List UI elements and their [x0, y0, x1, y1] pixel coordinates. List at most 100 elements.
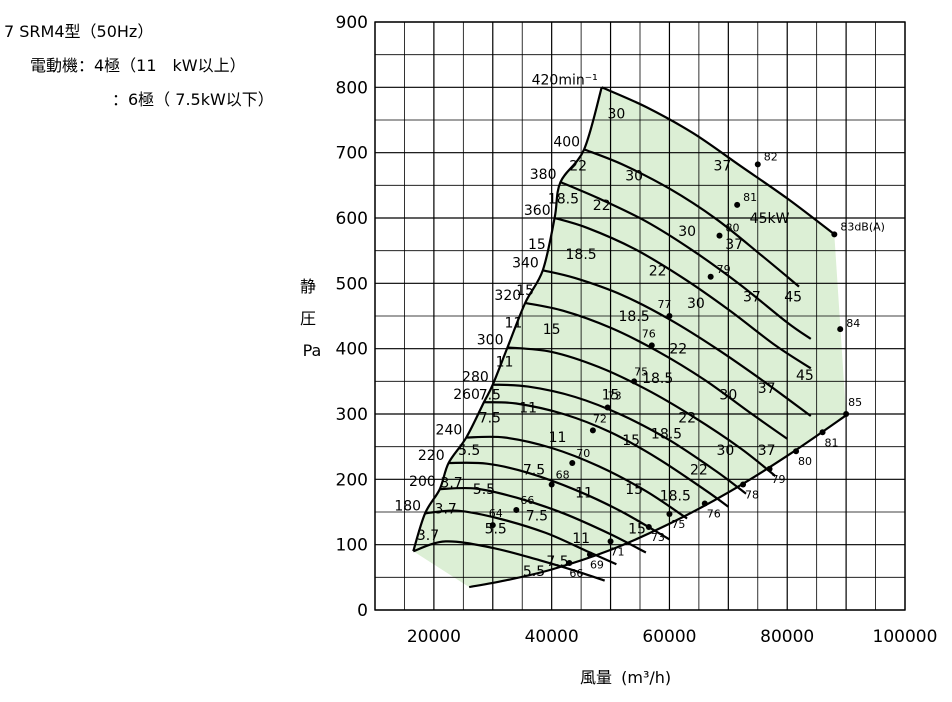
x-tick-label: 40000 [525, 627, 579, 647]
speed-curve-label: 300 [477, 332, 504, 348]
noise-label: 73 [651, 531, 665, 544]
noise-label: 75 [634, 365, 648, 378]
noise-label: 72 [593, 412, 607, 425]
speed-curve-label: 380 [530, 167, 557, 183]
power-label: 30 [608, 106, 626, 122]
noise-label: 64 [489, 507, 503, 520]
power-label: 18.5 [660, 489, 691, 505]
x-tick-label: 80000 [760, 627, 814, 647]
x-axis-label-main: 風量 [580, 668, 613, 687]
noise-point [569, 460, 576, 466]
power-label: 22 [569, 159, 587, 175]
power-label: 18.5 [566, 247, 597, 263]
speed-curve [542, 269, 812, 417]
power-label: 11 [504, 316, 522, 332]
power-label: 45kW [750, 211, 790, 227]
power-label: 37 [714, 159, 732, 175]
power-label: 22 [649, 263, 667, 279]
noise-label: 82 [764, 150, 778, 163]
power-label: 37 [758, 381, 776, 397]
power-label: 37 [725, 237, 743, 253]
y-tick-label: 700 [336, 144, 368, 164]
y-tick-label: 800 [336, 78, 368, 98]
speed-curve [483, 401, 729, 508]
power-label: 37 [758, 443, 776, 459]
noise-label: 79 [772, 473, 786, 486]
power-label: 15 [622, 433, 640, 449]
speed-curve [492, 383, 747, 495]
power-label: 18.5 [548, 191, 579, 207]
power-label: 18.5 [642, 371, 673, 387]
power-label: 5.5 [523, 564, 545, 580]
y-tick-label: 900 [336, 13, 368, 33]
noise-label: 80 [798, 455, 812, 468]
noise-point [831, 231, 838, 238]
noise-label: 75 [671, 518, 685, 531]
noise-point [489, 522, 496, 529]
noise-label: 68 [556, 469, 570, 482]
noise-point [734, 201, 741, 208]
power-label: 22 [678, 410, 696, 426]
y-tick-label: 100 [336, 536, 368, 556]
speed-curve-label: 340 [512, 255, 539, 271]
noise-point [586, 551, 593, 558]
noise-point [566, 559, 573, 566]
noise-point [604, 404, 611, 411]
speed-curve [507, 346, 777, 477]
power-label: 11 [572, 531, 590, 547]
power-label: 15 [528, 237, 546, 253]
noise-point [548, 481, 555, 488]
power-label: 22 [690, 463, 708, 479]
noise-point [716, 232, 723, 239]
y-tick-label: 400 [336, 340, 368, 360]
noise-point [740, 481, 747, 488]
y-tick-label: 600 [336, 209, 368, 229]
power-label: 7.5 [526, 508, 548, 524]
power-label: 7.5 [479, 410, 501, 426]
noise-point [793, 448, 800, 455]
speed-curve [524, 301, 788, 440]
speed-curve-label: 280 [462, 370, 489, 386]
noise-label: 83dB(A) [840, 220, 885, 233]
power-label: 5.5 [458, 443, 480, 459]
y-tick-label: 0 [357, 601, 368, 621]
x-tick-label: 20000 [407, 627, 461, 647]
power-label: 11 [575, 485, 593, 501]
speed-curve [560, 181, 812, 340]
noise-points: 828183dB(A)80797776847573728581807970687… [489, 150, 885, 580]
noise-label: 80 [726, 222, 740, 235]
speed-curve-label: 240 [436, 423, 463, 439]
power-label: 15 [543, 322, 561, 338]
power-label: 15 [602, 387, 620, 403]
power-label: 5.5 [485, 521, 507, 537]
power-label: 3.7 [435, 502, 457, 518]
speed-curve [601, 86, 835, 236]
noise-point [513, 507, 520, 514]
speed-curve-label: 260 [453, 387, 480, 403]
noise-label: 66 [520, 494, 534, 507]
speed-curve [412, 540, 606, 582]
speed-curve [448, 461, 670, 541]
power-label: 30 [678, 224, 696, 240]
speed-curve-label: 220 [418, 448, 445, 464]
noise-point [837, 326, 844, 333]
power-label: 7.5 [479, 387, 501, 403]
power-label: 18.5 [651, 427, 682, 443]
motor-label-6pole: ：6極（ 7.5kW以下） [112, 90, 274, 109]
x-axis-label-unit: (m³/h) [621, 668, 672, 687]
noise-label: 78 [745, 489, 759, 502]
power-label: 11 [549, 430, 567, 446]
power-label: 5.5 [473, 482, 495, 498]
noise-label: 71 [611, 545, 625, 558]
noise-point [666, 313, 673, 319]
speed-curve-label: 420min⁻¹ [532, 72, 598, 88]
noise-label: 77 [657, 298, 671, 311]
x-tick-label: 60000 [642, 627, 696, 647]
noise-point [645, 524, 652, 531]
noise-label: 70 [576, 447, 590, 460]
noise-label: 79 [717, 263, 731, 276]
noise-point [648, 342, 655, 349]
noise-label: 69 [590, 558, 604, 571]
power-label: 37 [743, 289, 761, 305]
